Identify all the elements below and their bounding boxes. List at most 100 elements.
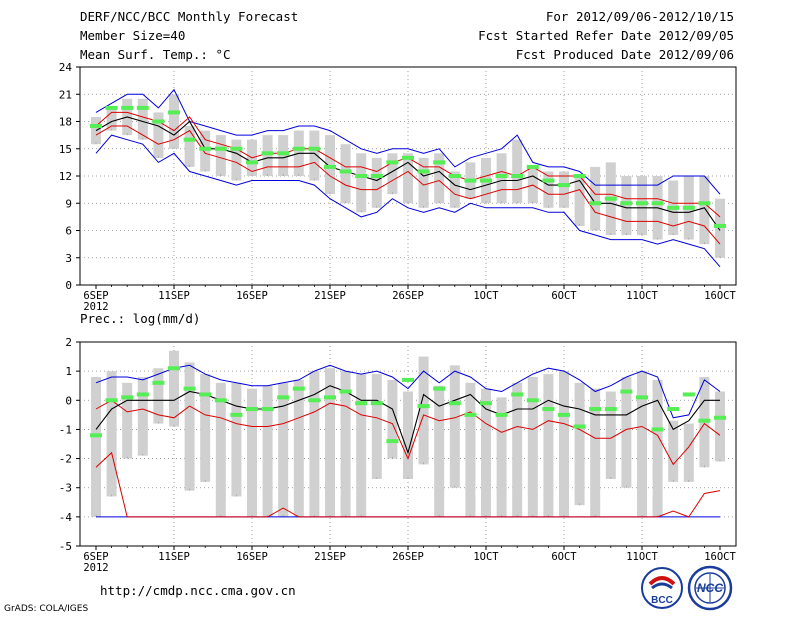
ncc-logo-text: NCC: [697, 581, 723, 595]
prec-observed-marker: [136, 392, 149, 397]
temp-spread-box: [137, 98, 148, 140]
temp-ytick-label: 12: [59, 170, 72, 183]
temp-observed-marker: [714, 223, 726, 228]
prec-spread-box: [559, 371, 569, 517]
prec-observed-marker: [542, 407, 555, 412]
temp-observed-marker: [511, 174, 524, 178]
prec-observed-marker: [698, 418, 711, 423]
temp-observed-marker: [199, 146, 212, 151]
forecast-produced-date: Fcst Produced Date 2012/09/06: [515, 47, 734, 62]
prec-observed-marker: [324, 395, 336, 400]
prec-observed-marker: [589, 407, 602, 412]
prec-spread-box: [434, 385, 445, 517]
prec-ytick-label: -1: [59, 423, 72, 436]
bcc-logo-text: BCC: [651, 595, 673, 606]
prec-spread-box: [637, 371, 647, 517]
prec-spread-box: [293, 379, 304, 517]
prec-observed-marker: [402, 377, 414, 382]
temp-blue-upper-line: [95, 88, 721, 195]
temp-spread-box: [403, 153, 413, 204]
temp-ytick-label: 24: [59, 61, 73, 74]
prec-observed-marker: [682, 392, 695, 397]
temp-xtick-label: 11SEP: [158, 290, 190, 302]
temp-observed-marker: [386, 160, 399, 165]
chart-title: DERF/NCC/BCC Monthly Forecast: [80, 9, 299, 24]
variable-label: Mean Surf. Temp.: °C: [80, 47, 231, 62]
temp-observed-marker: [402, 155, 414, 160]
temp-observed-marker: [339, 169, 352, 174]
prec-spread-box: [683, 423, 694, 482]
prec-spread-box: [652, 379, 663, 517]
prec-observed-marker: [292, 386, 305, 391]
temp-observed-marker: [698, 201, 711, 206]
temp-spread-box: [340, 144, 351, 204]
temp-spread-box: [106, 107, 117, 131]
prec-observed-marker: [214, 398, 227, 403]
prec-observed-marker: [386, 439, 399, 444]
prec-ytick-label: -2: [59, 453, 72, 466]
prec-observed-marker: [511, 392, 524, 397]
temp-spread-box: [215, 135, 226, 176]
temp-observed-marker: [589, 201, 602, 206]
prec-observed-marker: [308, 398, 321, 403]
prec-observed-marker: [370, 401, 383, 406]
temp-spread-box: [512, 139, 523, 204]
temp-observed-marker: [620, 201, 633, 206]
source-url: http://cmdp.ncc.cma.gov.cn: [100, 583, 296, 598]
temp-spread-box: [496, 153, 507, 204]
temp-ytick-label: 0: [65, 279, 72, 292]
prec-spread-box: [106, 371, 117, 497]
temp-spread-box: [262, 135, 273, 176]
prec-xtick-label: 1OCT: [473, 551, 499, 563]
temp-observed-marker: [480, 178, 492, 183]
prec-spread-box: [590, 388, 601, 517]
temp-spread-box: [309, 130, 320, 181]
temp-spread-box: [434, 153, 445, 204]
prec-spread-box: [309, 371, 320, 517]
temp-observed-marker: [121, 105, 134, 110]
temp-xtick-label: 1OCT: [473, 290, 499, 302]
temp-observed-marker: [558, 183, 570, 188]
prec-spread-box: [122, 382, 133, 459]
prec-spread-box: [262, 385, 273, 517]
temp-observed-marker: [651, 201, 664, 206]
temp-observed-marker: [636, 201, 648, 206]
prec-observed-marker: [105, 398, 118, 403]
temp-red-lower-line: [95, 125, 721, 245]
temp-observed-marker: [417, 169, 430, 174]
prec-spread-box: [512, 382, 523, 517]
temp-observed-marker: [105, 105, 118, 110]
prec-spread-box: [356, 374, 367, 517]
temp-observed-marker: [464, 178, 477, 183]
prec-spread-box: [200, 374, 211, 482]
temp-spread-box: [574, 176, 585, 226]
temp-observed-marker: [355, 174, 368, 178]
prec-observed-marker: [90, 433, 102, 438]
temp-observed-marker: [183, 137, 196, 142]
prec-spread-box: [387, 379, 398, 459]
prec-spread-box: [621, 376, 632, 488]
prec-observed-marker: [620, 389, 633, 394]
prec-spread-box: [137, 376, 148, 456]
prec-spread-box: [449, 365, 460, 488]
temp-xtick-label: 16OCT: [704, 290, 736, 302]
prec-spread-box: [481, 388, 491, 517]
temp-observed-marker: [433, 160, 446, 165]
temp-spread-box: [325, 135, 335, 195]
temp-observed-marker: [308, 146, 321, 151]
temp-spread-box: [559, 171, 569, 208]
prec-spread-box: [605, 391, 616, 479]
prec-observed-marker: [448, 401, 461, 406]
prec-spread-box: [668, 420, 679, 482]
prec-xtick-label: 11OCT: [626, 551, 658, 563]
prec-spread-box: [153, 368, 164, 424]
temp-spread-box: [231, 139, 242, 181]
temp-spread-box: [153, 112, 164, 158]
bcc-logo: BCC: [641, 567, 683, 609]
forecast-started-date: Fcst Started Refer Date 2012/09/05: [478, 28, 734, 43]
prec-observed-marker: [183, 386, 196, 391]
prec-xtick-label: 11SEP: [158, 551, 190, 563]
prec-spread-box: [215, 382, 226, 517]
temp-observed-marker: [168, 110, 180, 115]
temp-ytick-label: 9: [65, 197, 72, 210]
